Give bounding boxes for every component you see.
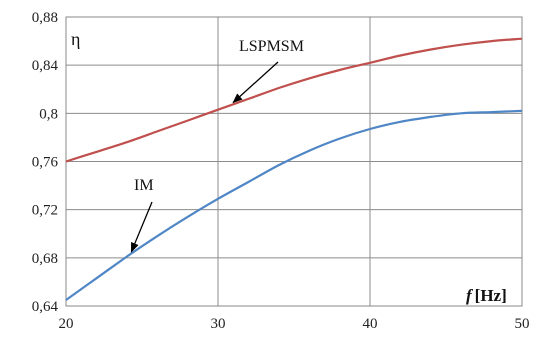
annotation-label-im: IM xyxy=(134,177,154,194)
x-axis-unit: [Hz] xyxy=(475,286,507,305)
x-axis-symbol: f xyxy=(466,286,474,305)
series-lines xyxy=(65,37,523,301)
annotation-arrow-im xyxy=(130,201,153,253)
y-tick-label: 0,68 xyxy=(32,251,58,267)
y-tick-label: 0,88 xyxy=(32,10,58,26)
annotation-label-lspmsm: LSPMSM xyxy=(239,38,304,55)
y-axis-label: η xyxy=(71,29,80,49)
x-tick-label: 20 xyxy=(59,316,74,332)
annotation-arrow-lspmsm xyxy=(232,61,279,104)
y-tick-label: 0,72 xyxy=(32,203,58,219)
x-tick-label: 40 xyxy=(363,316,378,332)
y-tick-labels: 0,64 0,68 0,72 0,76 0,8 0,84 0,88 xyxy=(32,10,59,315)
x-tick-labels: 20 30 40 50 xyxy=(59,316,530,332)
series-line-lspmsm xyxy=(65,37,523,163)
y-tick-label: 0,64 xyxy=(32,299,59,315)
x-axis-label: f [Hz] xyxy=(466,286,507,305)
annotations: LSPMSM IM xyxy=(130,38,304,253)
y-tick-label: 0,84 xyxy=(32,58,59,74)
y-tick-label: 0,76 xyxy=(32,155,59,171)
x-tick-label: 30 xyxy=(211,316,226,332)
series-line-im xyxy=(65,109,523,301)
y-tick-label: 0,8 xyxy=(39,106,58,122)
x-tick-label: 50 xyxy=(515,316,530,332)
